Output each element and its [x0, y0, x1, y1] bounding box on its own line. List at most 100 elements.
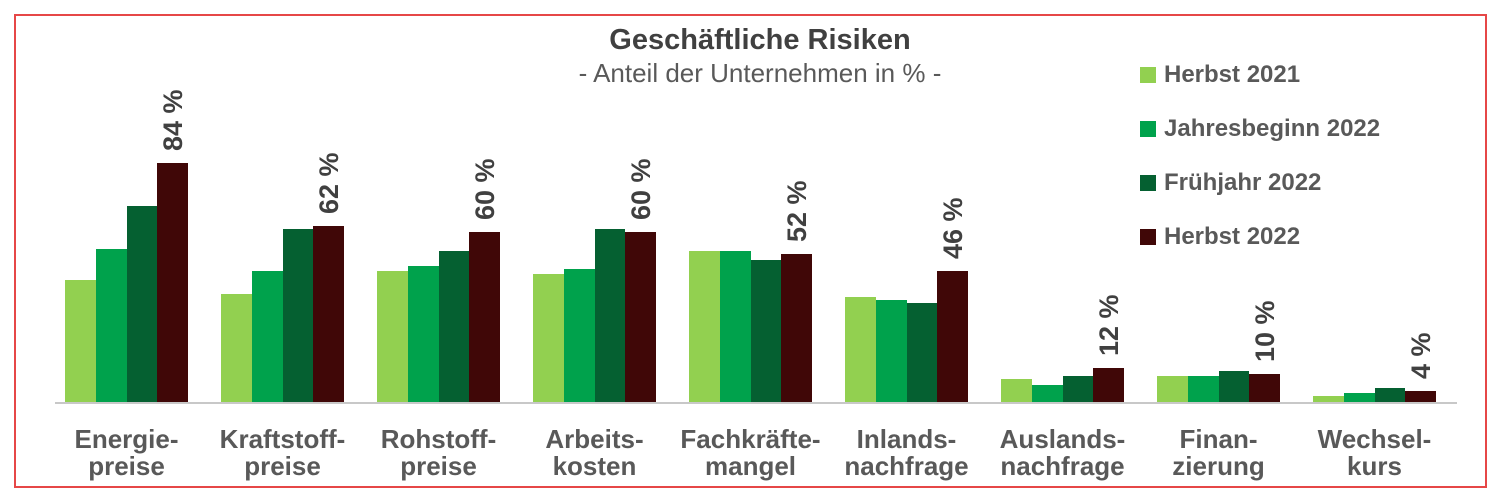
category-label-line: Wechsel- [1317, 424, 1432, 454]
x-axis-line [55, 402, 1457, 404]
legend-swatch-icon [1140, 67, 1156, 83]
category-label-line: Rohstoff- [380, 424, 497, 454]
category-label-line: nachfrage [844, 451, 969, 481]
legend-swatch-icon [1140, 121, 1156, 137]
bar-group-fachkr-ftemangel [689, 0, 812, 402]
legend-swatch-icon [1140, 175, 1156, 191]
category-label-auslandsnachfrage: Auslands-nachfrage [973, 426, 1153, 480]
bar-group-rohstoffpreise [377, 0, 500, 402]
category-label-line: Inlands- [856, 424, 957, 454]
category-label-line: Finan- [1179, 424, 1258, 454]
bar-herbst-2022 [781, 254, 812, 402]
category-label-line: Auslands- [999, 424, 1126, 454]
bar-jahresbeginn-2022 [1187, 376, 1219, 402]
legend-item-label: Herbst 2022 [1164, 223, 1301, 250]
category-label-line: Fachkräfte- [680, 424, 821, 454]
bar-fr-hjahr-2022 [282, 229, 314, 402]
bar-group-arbeitskosten [533, 0, 656, 402]
bar-group-wechselkurs [1313, 0, 1436, 402]
bar-herbst-2022 [1405, 391, 1436, 402]
legend-swatch-icon [1140, 229, 1156, 245]
bar-herbst-2021 [533, 274, 564, 402]
bar-herbst-2021 [65, 280, 96, 402]
bar-fr-hjahr-2022 [1062, 376, 1094, 402]
bar-jahresbeginn-2022 [95, 249, 127, 402]
value-label-text: 46 % [937, 197, 968, 260]
category-label-finanzierung: Finan-zierung [1129, 426, 1309, 480]
bar-herbst-2022 [1093, 368, 1124, 402]
chart-frame-border [14, 14, 1487, 488]
bar-fr-hjahr-2022 [126, 206, 158, 402]
bar-jahresbeginn-2022 [563, 269, 595, 402]
bar-herbst-2021 [221, 294, 252, 402]
legend-item-label: Jahresbeginn 2022 [1164, 115, 1381, 142]
value-label-text: 60 % [625, 158, 656, 220]
bar-fr-hjahr-2022 [1374, 388, 1406, 402]
bar-herbst-2021 [1313, 396, 1344, 402]
bar-group-energiepreise [65, 0, 188, 402]
category-label-line: kurs [1347, 451, 1402, 481]
category-label-line: preise [244, 451, 321, 481]
bar-herbst-2021 [1001, 379, 1032, 402]
bar-herbst-2022 [937, 271, 968, 402]
category-label-line: zierung [1172, 451, 1265, 481]
value-label-text: 60 % [469, 158, 500, 220]
bar-jahresbeginn-2022 [1343, 393, 1375, 402]
bar-group-auslandsnachfrage [1001, 0, 1124, 402]
bar-jahresbeginn-2022 [251, 271, 283, 402]
legend-item-fr-hjahr-2022: Frühjahr 2022 [1140, 156, 1380, 210]
bar-jahresbeginn-2022 [1031, 385, 1063, 402]
category-label-line: Energie- [74, 424, 179, 454]
category-label-wechselkurs: Wechsel-kurs [1285, 426, 1465, 480]
legend: Herbst 2021 Jahresbeginn 2022 Frühjahr 202… [1140, 48, 1380, 264]
legend-item-herbst-2021: Herbst 2021 [1140, 48, 1380, 102]
value-label-text: 12 % [1093, 294, 1124, 356]
legend-item-label: Frühjahr 2022 [1164, 169, 1322, 196]
legend-item-jahresbeginn-2022: Jahresbeginn 2022 [1140, 102, 1380, 156]
value-label-text: 52 % [781, 180, 812, 243]
category-label-line: preise [88, 451, 165, 481]
bar-herbst-2022 [469, 232, 500, 402]
bar-jahresbeginn-2022 [407, 266, 439, 402]
bar-fr-hjahr-2022 [906, 303, 938, 402]
bar-jahresbeginn-2022 [719, 251, 751, 402]
category-label-arbeitskosten: Arbeits-kosten [505, 426, 685, 480]
bar-fr-hjahr-2022 [594, 229, 626, 402]
category-label-fachkr-ftemangel: Fachkräfte-mangel [661, 426, 841, 480]
bar-group-kraftstoffpreise [221, 0, 344, 402]
category-label-line: preise [400, 451, 477, 481]
chart-title: Geschäftliche Risiken [609, 24, 911, 56]
bar-herbst-2022 [625, 232, 656, 402]
bar-group-inlandsnachfrage [845, 0, 968, 402]
value-label-text: 62 % [313, 152, 344, 214]
bar-jahresbeginn-2022 [875, 300, 907, 402]
legend-item-label: Herbst 2021 [1164, 61, 1301, 88]
bar-fr-hjahr-2022 [750, 260, 782, 402]
value-label-text: 10 % [1249, 300, 1280, 362]
bar-herbst-2022 [313, 226, 344, 402]
bar-herbst-2021 [1157, 376, 1188, 402]
bar-herbst-2021 [689, 251, 720, 402]
category-label-rohstoffpreise: Rohstoff-preise [349, 426, 529, 480]
category-label-inlandsnachfrage: Inlands-nachfrage [817, 426, 997, 480]
category-label-line: Arbeits- [545, 424, 644, 454]
bar-fr-hjahr-2022 [1218, 371, 1250, 402]
value-label-text: 84 % [157, 89, 188, 152]
category-label-line: mangel [704, 451, 797, 481]
bar-herbst-2022 [1249, 374, 1280, 402]
category-label-line: kosten [552, 451, 637, 481]
legend-item-herbst-2022: Herbst 2022 [1140, 210, 1380, 264]
category-label-kraftstoffpreise: Kraftstoff-preise [193, 426, 373, 480]
category-label-line: nachfrage [1000, 451, 1125, 481]
value-label-text: 4 % [1405, 332, 1436, 379]
bar-herbst-2022 [157, 163, 188, 402]
chart-subtitle: - Anteil der Unternehmen in % - [578, 58, 942, 88]
category-label-line: Kraftstoff- [219, 424, 346, 454]
bar-fr-hjahr-2022 [438, 251, 470, 402]
bar-herbst-2021 [377, 271, 408, 402]
category-label-energiepreise: Energie-preise [37, 426, 217, 480]
bar-herbst-2021 [845, 297, 876, 402]
bar-group-finanzierung [1157, 0, 1280, 402]
